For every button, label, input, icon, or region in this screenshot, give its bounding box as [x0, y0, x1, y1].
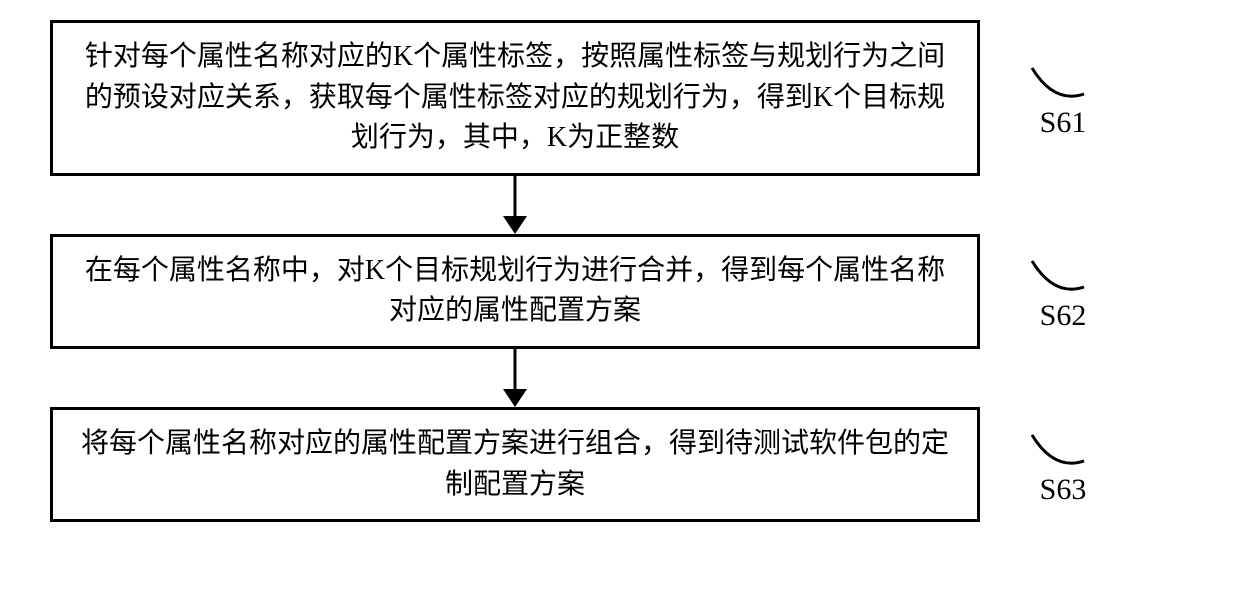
step-box-s62: 在每个属性名称中，对K个目标规划行为进行合并，得到每个属性名称对应的属性配置方案: [50, 234, 980, 349]
step-label: S62: [1040, 299, 1087, 333]
step-connector: S63: [980, 423, 1140, 507]
arrow-container: [50, 349, 980, 407]
step-label: S63: [1040, 473, 1087, 507]
flowchart-step: 针对每个属性名称对应的K个属性标签，按照属性标签与规划行为之间的预设对应关系，获…: [50, 20, 1190, 176]
flowchart-step: 在每个属性名称中，对K个目标规划行为进行合并，得到每个属性名称对应的属性配置方案…: [50, 234, 1190, 349]
step-box-s61: 针对每个属性名称对应的K个属性标签，按照属性标签与规划行为之间的预设对应关系，获…: [50, 20, 980, 176]
step-text: 在每个属性名称中，对K个目标规划行为进行合并，得到每个属性名称对应的属性配置方案: [85, 255, 945, 327]
arrow-container: [50, 176, 980, 234]
flowchart-container: 针对每个属性名称对应的K个属性标签，按照属性标签与规划行为之间的预设对应关系，获…: [50, 20, 1190, 522]
curve-icon: [1030, 56, 1090, 106]
curve-icon: [1030, 249, 1090, 299]
curve-icon: [1030, 423, 1090, 473]
flowchart-step: 将每个属性名称对应的属性配置方案进行组合，得到待测试软件包的定制配置方案 S63: [50, 407, 1190, 522]
arrow-down-icon: [495, 349, 535, 407]
step-text: 将每个属性名称对应的属性配置方案进行组合，得到待测试软件包的定制配置方案: [81, 428, 949, 500]
step-box-s63: 将每个属性名称对应的属性配置方案进行组合，得到待测试软件包的定制配置方案: [50, 407, 980, 522]
step-connector: S62: [980, 249, 1140, 333]
step-text: 针对每个属性名称对应的K个属性标签，按照属性标签与规划行为之间的预设对应关系，获…: [85, 41, 945, 153]
step-connector: S61: [980, 56, 1140, 140]
step-label: S61: [1040, 106, 1087, 140]
arrow-down-icon: [495, 176, 535, 234]
